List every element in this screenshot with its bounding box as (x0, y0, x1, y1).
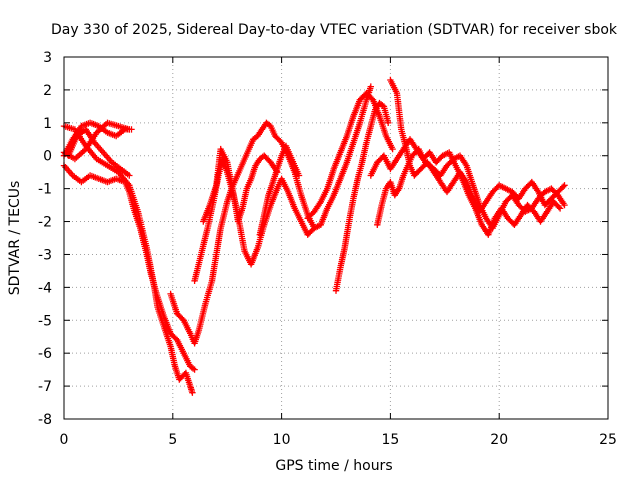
axis-ticks (63, 56, 609, 420)
x-tick-label: 0 (60, 432, 69, 448)
x-tick-label: 5 (168, 432, 177, 448)
y-tick-label: -8 (38, 412, 52, 428)
x-tick-label: 15 (381, 432, 399, 448)
y-tick-label: -7 (38, 379, 52, 395)
data-series-track-k (332, 99, 392, 294)
y-tick-label: 3 (43, 50, 52, 66)
data-series-track-f (167, 83, 374, 347)
x-tick-label: 10 (273, 432, 291, 448)
y-tick-label: -6 (38, 346, 52, 362)
y-tick-label: -5 (38, 313, 52, 329)
y-tick-label: 1 (43, 116, 52, 132)
x-tick-label: 25 (599, 432, 617, 448)
data-series-track-a (60, 122, 196, 396)
y-tick-label: -1 (38, 182, 52, 198)
data-series-track-n (367, 136, 564, 238)
data-series-track-h (200, 145, 281, 225)
tick-labels: 0 5 10 15 20 25 -8 -7 -6 -5 -4 -3 -2 -1 0 1 2 3 (38, 50, 617, 448)
y-tick-label: -3 (38, 247, 52, 263)
data-series (60, 76, 568, 396)
y-tick-label: -4 (38, 280, 52, 296)
x-axis-label: GPS time / hours (275, 458, 392, 474)
x-tick-label: 20 (490, 432, 508, 448)
y-tick-label: 0 (43, 149, 52, 165)
y-tick-label: -2 (38, 215, 52, 231)
y-tick-label: 2 (43, 83, 52, 99)
data-series-track-b (60, 162, 198, 373)
plot-frame (63, 56, 609, 420)
data-series-track-i (256, 142, 303, 238)
y-axis-label: SDTVAR / TECUs (7, 181, 23, 296)
chart-title: Day 330 of 2025, Sidereal Day-to-day VTE… (51, 22, 618, 38)
